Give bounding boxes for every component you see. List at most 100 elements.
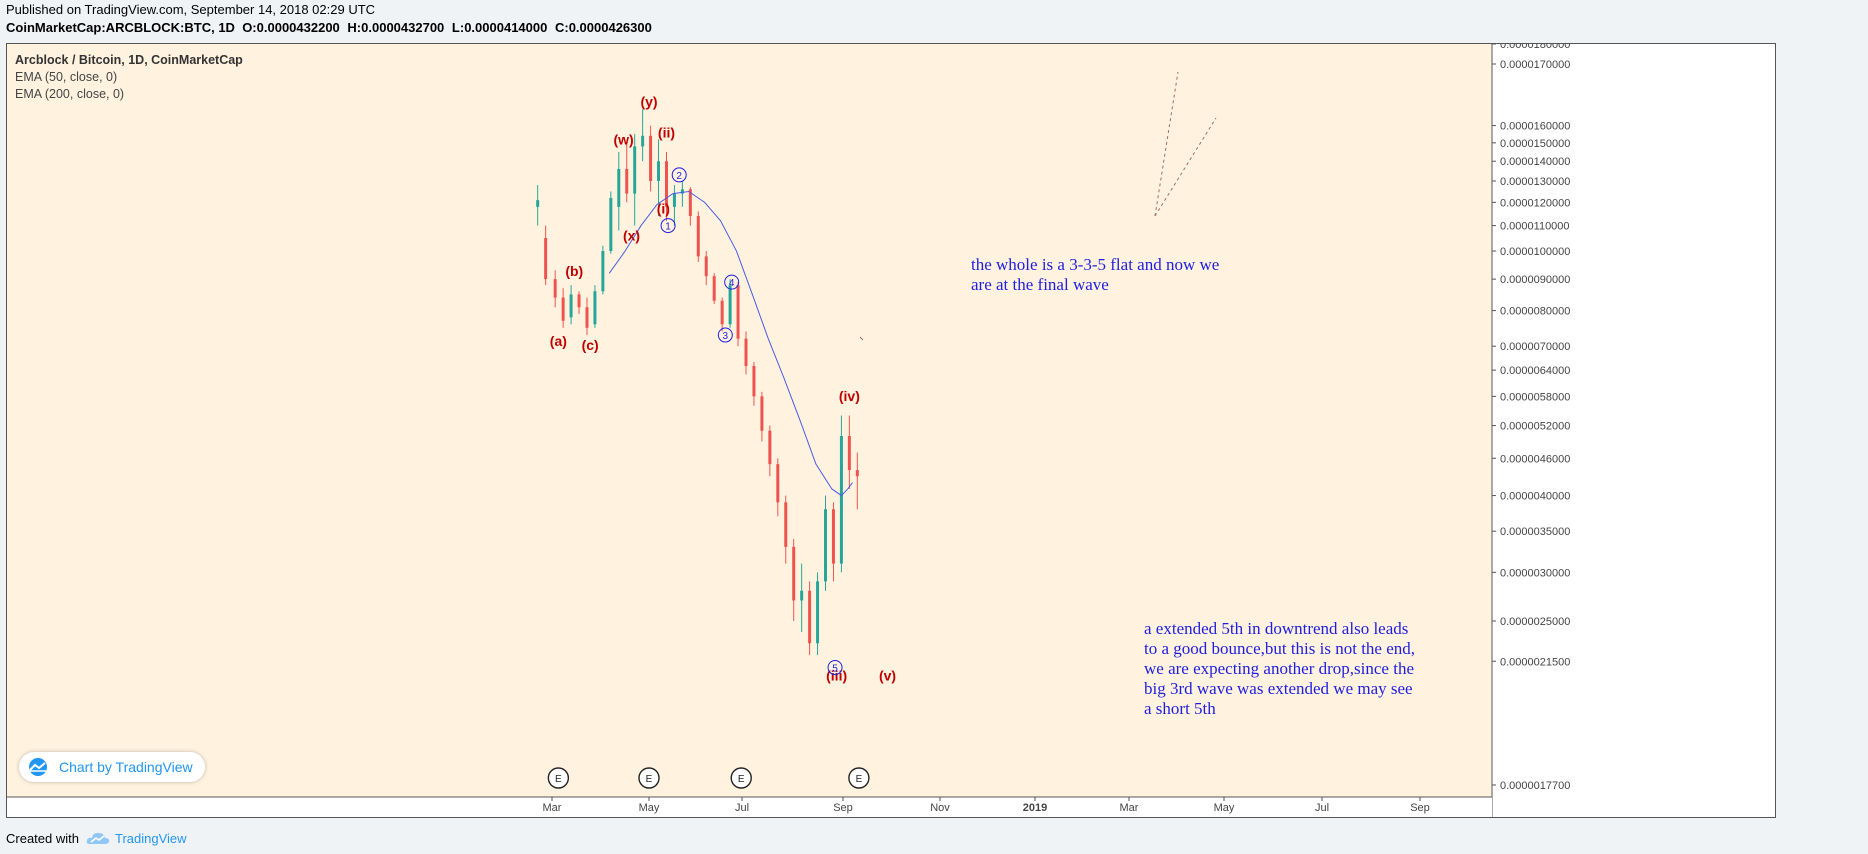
tradingview-logo-icon — [29, 758, 47, 776]
chart-canvas[interactable]: 0.0000180000 0.0000170000 0.0000160000 0.00… — [7, 44, 1776, 818]
candle-body — [816, 581, 820, 644]
candle-body — [847, 436, 851, 471]
close-label: C: — [554, 20, 569, 35]
earnings-marker-label: E — [856, 774, 863, 785]
price-tick-label: 0.0000025000 — [1500, 616, 1570, 628]
high-value: 0.0000432700 — [361, 20, 445, 35]
time-tick-label: Mar — [1120, 802, 1139, 814]
candle-body — [601, 251, 605, 292]
earnings-marker-label: E — [555, 774, 562, 785]
price-tick-label: 0.0000090000 — [1500, 274, 1570, 286]
wave-label: (x) — [623, 228, 640, 244]
wave-label: (iii) — [826, 668, 847, 684]
wave-label: (v) — [879, 668, 896, 684]
minor-wave-label: 1 — [665, 222, 671, 233]
symbol-label: CoinMarketCap:ARCBLOCK:BTC, 1D — [6, 20, 235, 35]
price-tick-label: 0.0000080000 — [1500, 306, 1570, 318]
candle-body — [808, 590, 812, 644]
candles-layer — [536, 109, 859, 656]
candle-body — [728, 285, 732, 325]
candle-body — [776, 464, 780, 503]
minor-wave-circle — [671, 167, 687, 183]
chart-frame[interactable]: 0.0000180000 0.0000170000 0.0000160000 0.00… — [6, 43, 1776, 818]
price-tick-label: 0.0000058000 — [1500, 391, 1570, 403]
candle-body — [696, 216, 700, 257]
candle-body — [625, 168, 629, 194]
candle-body — [784, 502, 788, 547]
wave-label: (y) — [640, 93, 657, 109]
candle-body — [824, 509, 828, 582]
time-tick-label: Sep — [1410, 802, 1430, 814]
price-tick-label: 0.0000140000 — [1500, 156, 1570, 168]
candle-body — [641, 135, 645, 147]
candle-body — [831, 509, 835, 564]
price-tick-label: 0.0000052000 — [1500, 421, 1570, 433]
candle-body — [744, 338, 748, 366]
candle-body — [712, 276, 716, 301]
minor-wave-circle — [660, 218, 676, 234]
price-tick-label: 0.0000110000 — [1500, 221, 1570, 233]
legend-ema200[interactable]: EMA (200, close, 0) — [15, 87, 125, 101]
candle-body — [768, 430, 772, 465]
time-axis-panel — [7, 797, 1492, 817]
axes-layer: 0.0000180000 0.0000170000 0.0000160000 0.00… — [7, 44, 1775, 817]
candle-body — [561, 297, 565, 321]
price-tick-label: 0.0000150000 — [1500, 138, 1570, 150]
tradingview-footer-link[interactable]: TradingView — [85, 829, 187, 847]
wave-label: (c) — [582, 337, 599, 353]
tradingview-cloud-icon — [86, 832, 110, 844]
earnings-marker-label: E — [646, 774, 653, 785]
price-tick-label: 0.0000017700 — [1500, 780, 1570, 792]
annotation-flat: the whole is a 3-3-5 flat and now we are… — [971, 255, 1220, 294]
candle-body — [672, 193, 676, 207]
earnings-marker — [547, 767, 570, 789]
candle-body — [704, 256, 708, 277]
low-label: L: — [451, 20, 465, 35]
earnings-marker — [730, 767, 752, 789]
created-with-label: Created with — [6, 830, 79, 846]
candle-body — [536, 200, 540, 207]
earnings-marker — [848, 767, 870, 789]
price-tick-label: 0.0000040000 — [1500, 491, 1570, 503]
projection-line — [1154, 71, 1179, 217]
wave-label: (iv) — [839, 388, 860, 404]
price-tick-label: 0.0000070000 — [1500, 341, 1570, 353]
labels-layer: (a) (b) (c) (w) (x) (y)(ii) (i) (iv) (iii) (v) 1 2 3… — [550, 93, 896, 683]
price-tick-label: 0.0000046000 — [1500, 453, 1570, 465]
price-tick-label: 0.0000035000 — [1500, 526, 1570, 538]
candle-body — [657, 161, 661, 181]
candle-body — [617, 168, 621, 207]
legend-ema50[interactable]: EMA (50, close, 0) — [15, 70, 118, 84]
earnings-marker-label: E — [738, 774, 745, 785]
minor-wave-label: 2 — [676, 171, 682, 182]
candle-body — [855, 470, 859, 477]
chart-by-tradingview-badge[interactable]: Chart by TradingView — [19, 752, 205, 782]
price-tick-label: 0.0000170000 — [1500, 59, 1570, 71]
open-value: 0.0000432200 — [256, 20, 340, 35]
price-axis-panel — [1492, 44, 1775, 817]
wave-label: (ii) — [658, 125, 675, 141]
candle-body — [544, 237, 548, 280]
price-tick-label: 0.0000160000 — [1500, 121, 1570, 133]
candle-body — [792, 546, 796, 601]
candle-body — [720, 300, 724, 325]
minor-wave-circle — [724, 274, 740, 290]
minor-wave-label: 4 — [729, 278, 735, 289]
projection-line — [1154, 117, 1217, 217]
price-tick-label: 0.0000120000 — [1500, 197, 1570, 209]
footer: Created with TradingView — [6, 828, 187, 848]
high-label: H: — [347, 20, 362, 35]
candle-body — [633, 146, 637, 194]
candle-body — [577, 294, 581, 308]
price-tick-label: 0.0000100000 — [1500, 246, 1570, 258]
time-tick-label: Jul — [1315, 802, 1329, 814]
price-tick-label: 0.0000021500 — [1500, 656, 1570, 668]
price-tick-label: 0.0000030000 — [1500, 567, 1570, 579]
time-tick-label: 2019 — [1023, 802, 1047, 814]
badge-text: Chart by TradingView — [59, 759, 193, 775]
candle-body — [839, 436, 843, 564]
candle-body — [553, 279, 557, 298]
price-tick-label: 0.0000064000 — [1500, 365, 1570, 377]
low-value: 0.0000414000 — [464, 20, 548, 35]
time-tick-label: Jul — [735, 802, 749, 814]
